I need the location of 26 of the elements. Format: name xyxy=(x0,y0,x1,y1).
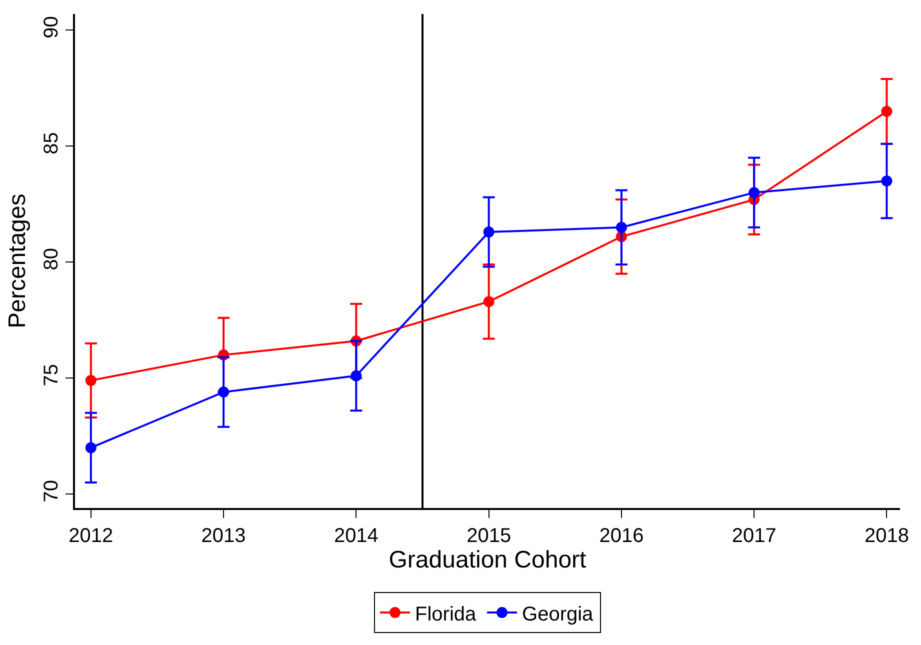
point xyxy=(483,226,494,238)
y-tick-label: 85 xyxy=(40,132,62,154)
point xyxy=(616,222,627,233)
x-tick-label: 2012 xyxy=(68,524,114,547)
point xyxy=(85,442,96,454)
point xyxy=(483,296,494,308)
point xyxy=(748,187,760,198)
y-axis-title: Percentages xyxy=(4,194,31,328)
legend-label: Georgia xyxy=(522,603,594,626)
y-tick-label: 70 xyxy=(40,480,62,502)
point xyxy=(85,374,96,386)
y-tick-label: 75 xyxy=(40,364,62,386)
point xyxy=(881,106,892,117)
x-axis-title: Graduation Cohort xyxy=(388,546,587,574)
x-tick-label: 2018 xyxy=(864,524,909,547)
x-tick-label: 2013 xyxy=(201,524,246,547)
y-tick-label: 90 xyxy=(40,16,62,38)
x-tick-label: 2017 xyxy=(732,524,776,547)
x-tick-label: 2014 xyxy=(334,524,378,547)
point xyxy=(350,370,362,382)
legend-label: Florida xyxy=(415,603,478,626)
point xyxy=(881,175,892,186)
y-tick-label: 80 xyxy=(40,248,62,270)
point xyxy=(218,386,230,398)
x-tick-label: 2015 xyxy=(466,524,512,547)
x-tick-label: 2016 xyxy=(599,524,644,547)
